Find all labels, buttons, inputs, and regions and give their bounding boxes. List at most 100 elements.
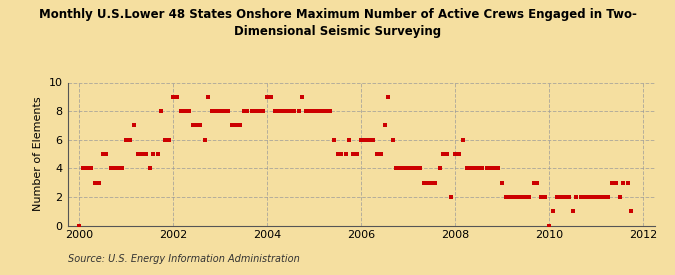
Point — [564, 195, 574, 199]
Point — [281, 109, 292, 113]
Point — [473, 166, 484, 170]
Point — [406, 166, 417, 170]
Point — [383, 95, 394, 99]
Point — [164, 138, 175, 142]
Point — [242, 109, 253, 113]
Point — [101, 152, 112, 156]
Point — [595, 195, 605, 199]
Point — [477, 166, 488, 170]
Point — [493, 166, 504, 170]
Point — [489, 166, 500, 170]
Text: Monthly U.S.Lower 48 States Onshore Maximum Number of Active Crews Engaged in Tw: Monthly U.S.Lower 48 States Onshore Maxi… — [38, 8, 637, 38]
Point — [286, 109, 296, 113]
Point — [414, 166, 425, 170]
Point — [230, 123, 241, 128]
Point — [74, 223, 84, 228]
Point — [567, 209, 578, 213]
Point — [540, 195, 551, 199]
Point — [258, 109, 269, 113]
Point — [254, 109, 265, 113]
Point — [132, 152, 143, 156]
Point — [89, 180, 100, 185]
Point — [121, 138, 132, 142]
Point — [215, 109, 225, 113]
Point — [371, 152, 382, 156]
Point — [277, 109, 288, 113]
Point — [336, 152, 347, 156]
Point — [434, 166, 445, 170]
Point — [270, 109, 281, 113]
Point — [324, 109, 335, 113]
Point — [524, 195, 535, 199]
Point — [348, 152, 358, 156]
Point — [516, 195, 527, 199]
Point — [113, 166, 124, 170]
Point — [125, 138, 136, 142]
Point — [438, 152, 449, 156]
Point — [117, 166, 128, 170]
Point — [579, 195, 590, 199]
Point — [238, 109, 249, 113]
Point — [426, 180, 437, 185]
Point — [441, 152, 452, 156]
Point — [512, 195, 523, 199]
Point — [195, 123, 206, 128]
Point — [148, 152, 159, 156]
Point — [528, 180, 539, 185]
Point — [591, 195, 601, 199]
Point — [105, 166, 116, 170]
Point — [367, 138, 378, 142]
Point — [109, 166, 120, 170]
Point — [375, 152, 386, 156]
Point — [497, 180, 508, 185]
Point — [462, 166, 472, 170]
Point — [587, 195, 597, 199]
Point — [551, 195, 562, 199]
Point — [219, 109, 230, 113]
Point — [360, 138, 371, 142]
Point — [364, 138, 375, 142]
Text: Source: U.S. Energy Information Administration: Source: U.S. Energy Information Administ… — [68, 254, 299, 264]
Point — [618, 180, 628, 185]
Point — [305, 109, 316, 113]
Point — [465, 166, 476, 170]
Point — [86, 166, 97, 170]
Point — [129, 123, 140, 128]
Point — [317, 109, 327, 113]
Point — [423, 180, 433, 185]
Point — [262, 95, 273, 99]
Point — [136, 152, 147, 156]
Point — [168, 95, 179, 99]
Point — [340, 152, 351, 156]
Point — [606, 180, 617, 185]
Point — [321, 109, 331, 113]
Point — [458, 138, 468, 142]
Point — [599, 195, 610, 199]
Point — [556, 195, 566, 199]
Point — [160, 138, 171, 142]
Point — [543, 223, 554, 228]
Point — [191, 123, 202, 128]
Point — [430, 180, 441, 185]
Point — [265, 95, 276, 99]
Point — [332, 152, 343, 156]
Point — [547, 209, 558, 213]
Point — [575, 195, 586, 199]
Point — [153, 152, 163, 156]
Point — [293, 109, 304, 113]
Point — [391, 166, 402, 170]
Point — [485, 166, 495, 170]
Point — [301, 109, 312, 113]
Point — [199, 138, 210, 142]
Point — [532, 180, 543, 185]
Point — [273, 109, 284, 113]
Point — [180, 109, 190, 113]
Point — [140, 152, 151, 156]
Point — [203, 95, 214, 99]
Point — [410, 166, 421, 170]
Point — [308, 109, 319, 113]
Point — [469, 166, 480, 170]
Point — [622, 180, 633, 185]
Point — [450, 152, 460, 156]
Point — [446, 195, 457, 199]
